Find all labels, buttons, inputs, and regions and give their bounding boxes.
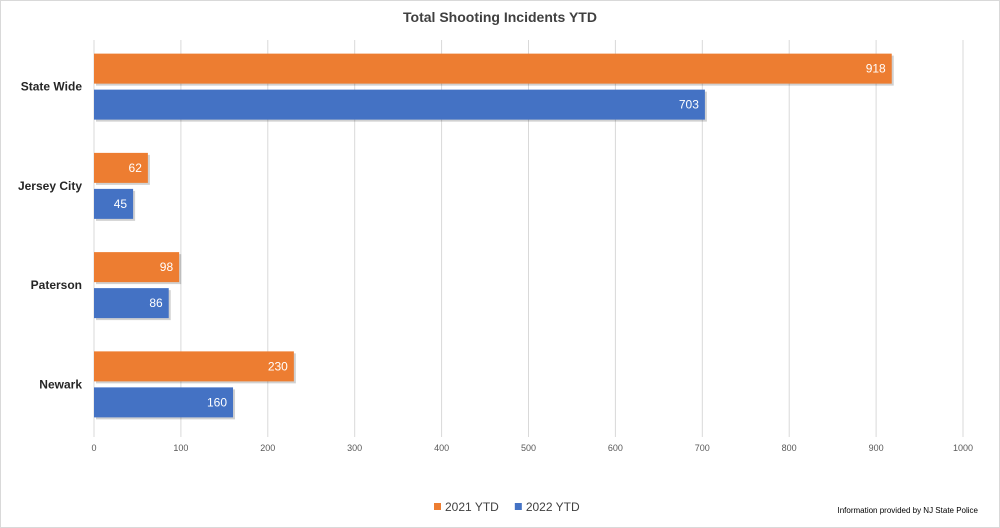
x-tick-label: 500 (521, 443, 536, 453)
data-label: 86 (149, 296, 163, 310)
category-label: Jersey City (18, 179, 82, 193)
legend-swatch (434, 503, 441, 510)
data-label: 160 (207, 395, 227, 409)
bar-2022-ytd (94, 89, 705, 120)
bar-2021-ytd (94, 152, 148, 183)
legend-label: 2021 YTD (445, 500, 499, 514)
data-label: 230 (268, 359, 288, 373)
x-tick-label: 900 (869, 443, 884, 453)
category-label: State Wide (21, 80, 83, 94)
data-label: 98 (160, 260, 174, 274)
source-note: Information provided by NJ State Police (837, 506, 978, 515)
legend: 2021 YTD 2022 YTD (434, 500, 580, 514)
category-label: Paterson (31, 278, 82, 292)
x-tick-label: 100 (173, 443, 188, 453)
bar-2021-ytd (94, 351, 294, 382)
legend-label: 2022 YTD (526, 500, 580, 514)
x-tick-label: 800 (782, 443, 797, 453)
x-tick-label: 200 (260, 443, 275, 453)
x-tick-label: 600 (608, 443, 623, 453)
x-axis-ticks: 0 100 200 300 400 500 600 700 800 900 1000 (91, 443, 973, 453)
category-labels: State Wide Jersey City Paterson Newark (18, 80, 82, 392)
bar-2022-ytd (94, 387, 234, 418)
data-label: 703 (679, 98, 699, 112)
legend-swatch (514, 503, 522, 510)
x-tick-label: 1000 (953, 443, 973, 453)
data-label: 62 (129, 161, 143, 175)
category-label: Newark (39, 377, 82, 391)
bar-2021-ytd (94, 53, 892, 84)
data-label: 45 (114, 197, 128, 211)
x-tick-label: 300 (347, 443, 362, 453)
chart-title: Total Shooting Incidents YTD (403, 9, 597, 25)
x-tick-label: 400 (434, 443, 449, 453)
x-tick-label: 700 (695, 443, 710, 453)
x-tick-label: 0 (91, 443, 96, 453)
bar-2022-ytd (94, 288, 169, 319)
bars: 918 703 62 45 98 86 230 160 (94, 53, 894, 420)
bar-2022-ytd (94, 188, 134, 219)
data-label: 918 (866, 62, 886, 76)
bar-2021-ytd (94, 252, 180, 283)
